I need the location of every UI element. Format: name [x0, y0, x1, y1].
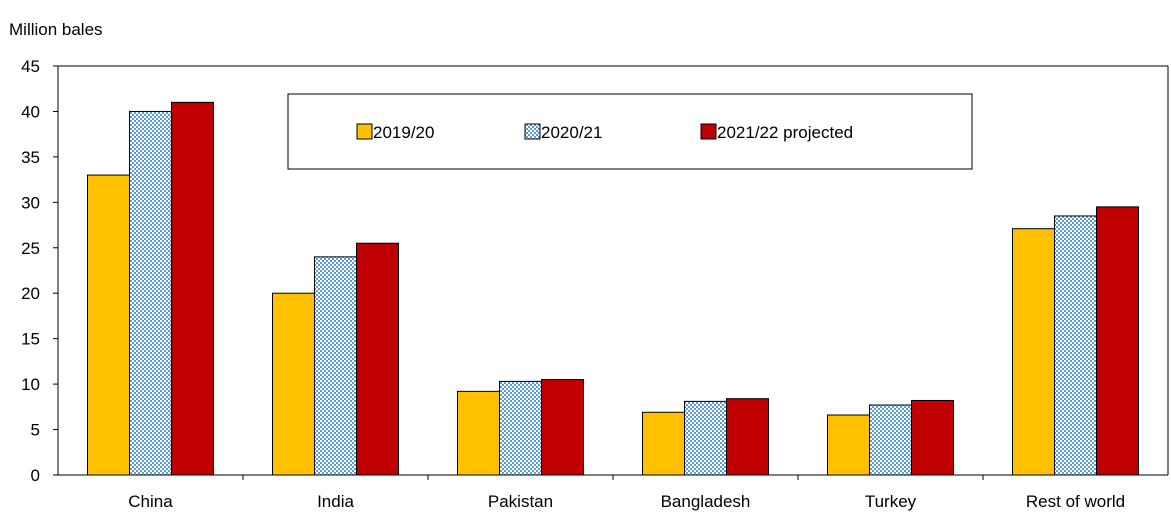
x-category-label: China	[128, 492, 173, 511]
bar-turkey-2019	[827, 414, 870, 476]
y-tick-label: 5	[31, 421, 40, 440]
bar-bangladesh-2019	[642, 411, 685, 476]
legend-label: 2019/20	[373, 123, 434, 142]
bar-rest-of-world-2019	[1012, 228, 1055, 476]
bar-bangladesh-2020	[684, 400, 727, 476]
y-tick-label: 30	[21, 193, 40, 212]
bar-pakistan-2019	[457, 390, 500, 476]
y-tick-label: 45	[21, 57, 40, 76]
legend: 2019/20 2020/21 2021/22 projected	[287, 93, 973, 170]
x-category-label: Bangladesh	[661, 492, 751, 511]
x-category-label: Rest of world	[1026, 492, 1125, 511]
y-axis-label: Million bales	[9, 20, 103, 39]
legend-label: 2021/22 projected	[717, 123, 853, 142]
x-axis: China India Pakistan Bangladesh Turkey Rest o…	[128, 475, 1125, 511]
legend-swatch	[524, 123, 541, 140]
legend-box	[287, 93, 973, 170]
y-tick-label: 15	[21, 330, 40, 349]
y-tick-label: 35	[21, 148, 40, 167]
legend-swatch	[700, 123, 717, 140]
bar-india-2020	[314, 256, 357, 476]
bar-turkey-2021	[911, 399, 954, 476]
bar-bangladesh-2021	[726, 398, 769, 476]
y-tick-label: 20	[21, 284, 40, 303]
y-tick-label: 0	[31, 466, 40, 485]
y-tick-label: 40	[21, 102, 40, 121]
y-tick-label: 10	[21, 375, 40, 394]
bar-rest-of-world-2020	[1054, 215, 1097, 476]
bar-china-2020	[129, 110, 172, 476]
bar-china-2021	[171, 101, 214, 476]
bar-turkey-2020	[869, 404, 912, 476]
y-tick-label: 25	[21, 239, 40, 258]
bar-rest-of-world-2021	[1096, 206, 1139, 476]
legend-label: 2020/21	[541, 123, 602, 142]
bar-pakistan-2020	[499, 380, 542, 476]
bar-india-2021	[356, 242, 399, 476]
bar-india-2019	[272, 292, 315, 476]
y-axis: 0 5 10 15 20 25 30 35 40 45	[21, 57, 58, 485]
bar-pakistan-2021	[541, 379, 584, 476]
x-category-label: Pakistan	[488, 492, 553, 511]
bar-china-2019	[87, 174, 130, 476]
legend-swatch	[356, 123, 373, 140]
x-category-label: India	[317, 492, 354, 511]
x-category-label: Turkey	[865, 492, 917, 511]
